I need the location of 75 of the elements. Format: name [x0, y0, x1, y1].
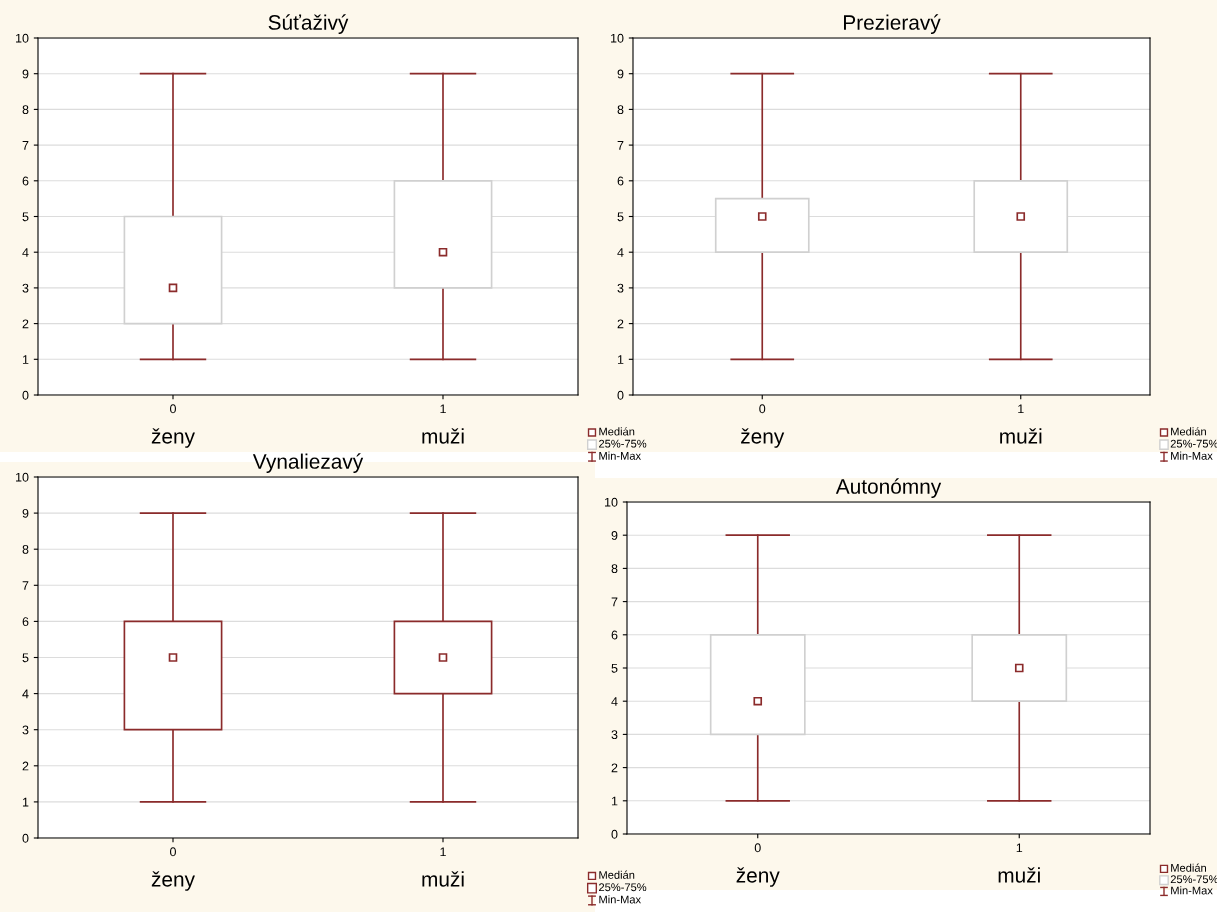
x-tick-label: 0 — [754, 843, 761, 853]
y-tick-label: 5 — [617, 212, 624, 222]
text: muži — [422, 871, 464, 887]
text: Min-Max — [599, 451, 641, 460]
text: Medián — [599, 427, 635, 436]
y-tick-label: 3 — [22, 283, 29, 293]
y-tick-label: 8 — [22, 545, 29, 554]
text: Min-Max — [1171, 886, 1213, 895]
y-tick-label: 7 — [611, 597, 618, 607]
chart-title: Vynaliezavý — [252, 453, 364, 473]
y-tick-label: 9 — [617, 69, 624, 79]
y-tick-label: 2 — [22, 761, 29, 771]
y-tick-label: 5 — [611, 663, 618, 673]
y-tick-label: 8 — [617, 105, 624, 115]
y-tick-label: 9 — [611, 531, 618, 540]
y-tick-label: 3 — [22, 725, 29, 735]
chart-title: Súťaživý — [268, 14, 349, 34]
y-tick-label: 10 — [16, 33, 29, 43]
x-tick-label: 1 — [440, 847, 446, 857]
y-tick-label: 1 — [22, 797, 29, 807]
y-tick-label: 2 — [22, 319, 29, 329]
y-tick-label: 7 — [22, 581, 29, 590]
y-tick-label: 2 — [617, 319, 624, 329]
y-tick-label: 7 — [617, 141, 624, 150]
x-tick-label: 0 — [170, 404, 176, 414]
y-tick-label: 5 — [22, 212, 29, 222]
text: 25%-75% — [599, 439, 647, 448]
y-tick-label: 1 — [22, 355, 29, 364]
text: Medián — [599, 870, 635, 879]
y-tick-label: 3 — [617, 283, 624, 293]
y-tick-label: 7 — [22, 141, 29, 150]
y-tick-label: 1 — [617, 355, 624, 364]
y-tick-label: 10 — [16, 472, 29, 482]
y-tick-label: 6 — [22, 617, 29, 627]
y-tick-label: 0 — [22, 390, 29, 400]
x-tick-label: 1 — [1018, 404, 1024, 414]
y-tick-label: 4 — [611, 697, 618, 706]
text: Medián — [1171, 427, 1206, 436]
text: Medián — [1171, 863, 1206, 872]
x-tick-label: 0 — [759, 404, 766, 414]
x-tick-label: 1 — [1016, 843, 1023, 853]
text: ženy — [741, 428, 785, 448]
y-tick-label: 1 — [611, 796, 618, 806]
y-tick-label: 8 — [611, 564, 618, 574]
y-tick-label: 10 — [611, 33, 624, 43]
y-tick-label: 2 — [611, 763, 618, 773]
x-tick-label: 1 — [440, 404, 446, 414]
y-tick-label: 10 — [605, 497, 618, 507]
y-tick-label: 0 — [617, 390, 624, 400]
chart-title: Autonómny — [835, 478, 942, 498]
y-tick-label: 8 — [22, 105, 29, 115]
chart-title: Prezieravý — [844, 14, 941, 34]
y-tick-label: 0 — [611, 829, 618, 839]
text: 25%-75% — [1170, 439, 1217, 448]
y-tick-label: 0 — [22, 833, 29, 843]
text: Min-Max — [1171, 451, 1213, 460]
y-tick-label: 5 — [22, 653, 29, 663]
y-tick-label: 9 — [22, 69, 29, 79]
text: 25%-75% — [599, 883, 647, 892]
y-tick-label: 4 — [22, 689, 29, 699]
y-tick-label: 6 — [22, 176, 29, 186]
text: muži — [998, 867, 1040, 883]
y-tick-label: 4 — [617, 248, 624, 257]
y-tick-label: 9 — [22, 508, 29, 518]
text: muži — [1000, 428, 1042, 444]
text: muži — [422, 428, 464, 444]
text: ženy — [151, 871, 195, 891]
y-tick-label: 6 — [617, 176, 624, 186]
y-tick-label: 3 — [611, 730, 618, 740]
text: ženy — [151, 428, 195, 448]
y-tick-label: 4 — [22, 248, 29, 257]
text: ženy — [736, 867, 780, 887]
text: Min-Max — [599, 895, 641, 904]
x-tick-label: 0 — [170, 847, 176, 857]
y-tick-label: 6 — [611, 630, 618, 640]
